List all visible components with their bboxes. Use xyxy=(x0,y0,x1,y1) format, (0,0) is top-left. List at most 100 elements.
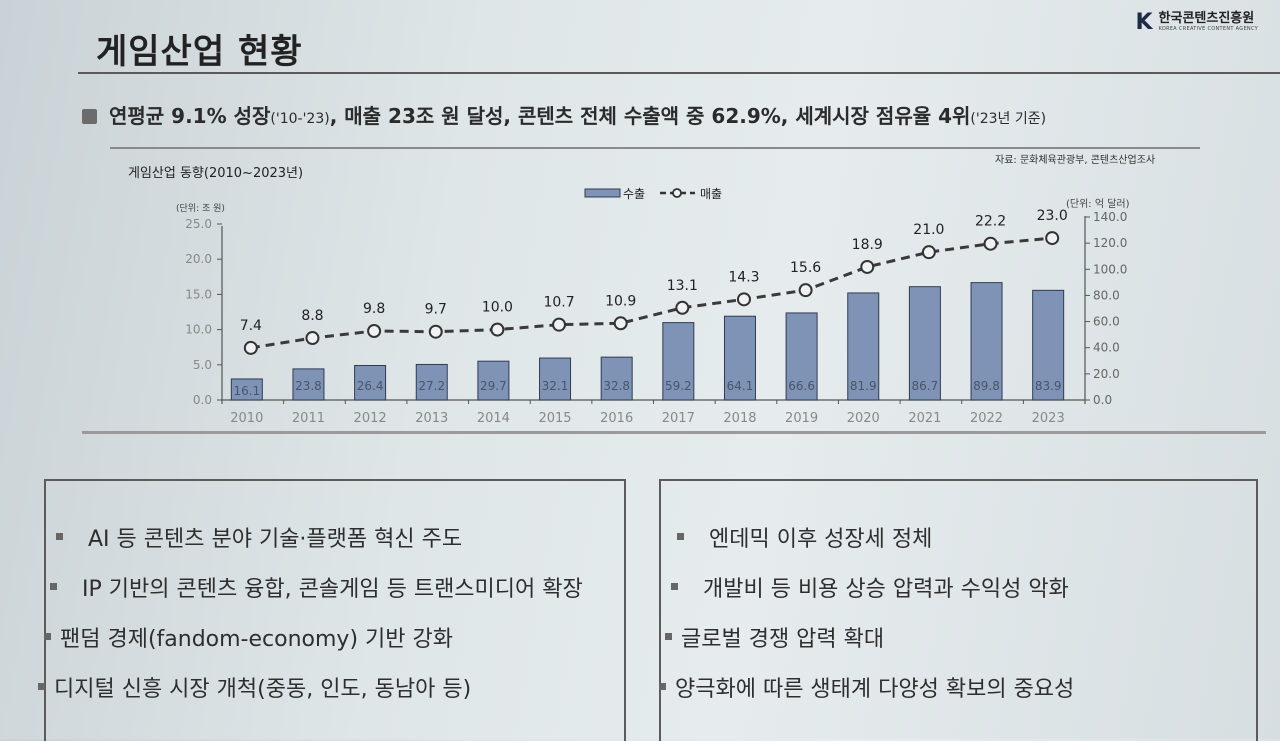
legend-export-label: 수출 xyxy=(623,187,645,201)
bullet-icon xyxy=(671,583,678,590)
opportunity-item: IP 기반의 콘텐츠 융합, 콘솔게임 등 트랜스미디어 확장 xyxy=(46,571,624,621)
opportunity-item: 디지털 신흥 시장 개척(중동, 인도, 동남아 등) xyxy=(38,671,624,721)
right-tick-label: 100.0 xyxy=(1093,262,1127,276)
opportunity-item-text: 디지털 신흥 시장 개척(중동, 인도, 동남아 등) xyxy=(54,677,472,702)
export-bar-label: 59.2 xyxy=(665,379,692,393)
challenge-item-text: 글로벌 경쟁 압력 확대 xyxy=(681,627,885,652)
bullet-icon xyxy=(677,533,684,540)
x-tick-label: 2023 xyxy=(1032,411,1065,426)
export-bar xyxy=(723,315,756,401)
logo-text: 한국콘텐츠진흥원 KOREA CREATIVE CONTENT AGENCY xyxy=(1159,12,1258,33)
revenue-point xyxy=(983,236,998,251)
x-tick-label: 2022 xyxy=(970,411,1003,426)
game-industry-chart: 수출 매출 0.0 5.0 10.0 15.0 20.0 25.0 0.0 20.0 40.0 60… xyxy=(176,187,1130,426)
revenue-line-path xyxy=(250,236,1053,350)
challenge-item-text: 양극화에 따른 생태계 다양성 확보의 중요성 xyxy=(675,677,1075,702)
bullet-icon xyxy=(38,683,45,690)
right-tick-label: 40.0 xyxy=(1093,341,1120,355)
revenue-line: 7.4 8.8 9.8 9.7 10.0 10.7 10.9 13.1 14.3 15.6 18.9… xyxy=(240,208,1068,355)
export-bar-label: 66.6 xyxy=(788,379,815,393)
bullet-icon xyxy=(665,633,672,640)
x-tick-label: 2014 xyxy=(477,411,510,426)
export-bar xyxy=(292,368,325,401)
right-tick-label: 80.0 xyxy=(1093,288,1120,302)
revenue-point-label: 9.8 xyxy=(363,301,385,317)
export-bar xyxy=(354,364,387,401)
legend-export-swatch xyxy=(584,188,621,198)
headline-period: ('10-'23) xyxy=(270,111,330,127)
revenue-point-label: 18.9 xyxy=(852,237,883,253)
x-tick-label: 2012 xyxy=(354,411,387,426)
export-bar-label: 81.9 xyxy=(850,379,877,393)
challenge-item-text: 엔데믹 이후 성장세 정체 xyxy=(709,527,933,552)
export-bar xyxy=(908,286,941,401)
revenue-point xyxy=(860,259,875,274)
source-note: 자료: 문화체육관광부, 콘텐츠산업조사 xyxy=(995,155,1156,166)
left-axis-unit: (단위: 조 원) xyxy=(176,203,225,214)
revenue-point xyxy=(736,292,751,307)
bullet-icon xyxy=(56,533,63,540)
revenue-point xyxy=(1045,231,1060,246)
headline-basis: ('23년 기준) xyxy=(970,111,1047,127)
revenue-point xyxy=(613,316,628,331)
slide-title: 게임산업 현황 xyxy=(96,32,303,72)
x-tick-label: 2016 xyxy=(600,411,633,426)
revenue-point xyxy=(675,300,690,315)
revenue-point-label: 15.6 xyxy=(790,260,821,276)
right-tick-label: 140.0 xyxy=(1093,210,1127,224)
logo-name: 한국콘텐츠진흥원 xyxy=(1158,11,1255,26)
left-tick-label: 25.0 xyxy=(185,217,212,231)
revenue-point-label: 10.7 xyxy=(543,295,574,311)
revenue-point-label: 13.1 xyxy=(667,278,698,294)
x-tick-label: 2019 xyxy=(785,411,818,426)
legend-revenue-marker xyxy=(672,188,682,198)
square-bullet-icon xyxy=(82,109,97,124)
export-bar xyxy=(847,292,880,401)
revenue-point xyxy=(367,324,382,339)
export-bar-label: 23.8 xyxy=(295,379,322,393)
left-tick-label: 5.0 xyxy=(193,358,212,372)
title-divider xyxy=(78,72,1280,74)
export-bar xyxy=(230,378,263,401)
opportunity-item-text: IP 기반의 콘텐츠 융합, 콘솔게임 등 트랜스미디어 확장 xyxy=(82,577,583,602)
chart-bottom-divider xyxy=(82,431,1266,434)
bullet-icon xyxy=(44,633,51,640)
export-bar xyxy=(600,356,633,401)
opportunities-list: AI 등 콘텐츠 분야 기술·플랫폼 혁신 주도 IP 기반의 콘텐츠 융합, 콘… xyxy=(38,521,624,721)
export-bars: 16.1 23.8 26.4 27.2 29.7 32.1 32.8 59.2 64.1 66.6… xyxy=(230,282,1065,401)
right-tick-label: 60.0 xyxy=(1093,315,1120,329)
export-bar xyxy=(415,363,448,401)
right-axis-unit: (단위: 억 달러) xyxy=(1066,197,1130,210)
left-tick-label: 15.0 xyxy=(185,287,212,301)
export-bar xyxy=(970,282,1003,401)
revenue-point-label: 9.7 xyxy=(425,302,447,318)
export-bar-label: 27.2 xyxy=(418,379,445,393)
kocca-logo: K 한국콘텐츠진흥원 KOREA CREATIVE CONTENT AGENCY xyxy=(1135,12,1258,34)
right-tick-label: 0.0 xyxy=(1093,393,1112,407)
challenge-item-text: 개발비 등 비용 상승 압력과 수익성 악화 xyxy=(703,577,1069,602)
export-bar xyxy=(477,360,510,401)
left-tick-label: 0.0 xyxy=(193,393,212,407)
x-tick-label: 2015 xyxy=(538,411,571,426)
challenge-item: 글로벌 경쟁 압력 확대 xyxy=(661,621,1256,671)
legend-revenue-label: 매출 xyxy=(700,187,722,201)
export-bar xyxy=(785,312,818,401)
revenue-point xyxy=(428,324,443,339)
export-bar-label: 32.1 xyxy=(542,379,569,393)
revenue-point xyxy=(921,245,936,260)
export-bar-label: 16.1 xyxy=(233,384,260,398)
x-tick-label: 2010 xyxy=(230,411,263,426)
revenue-point xyxy=(243,340,258,355)
left-tick-label: 10.0 xyxy=(185,323,212,337)
export-bar xyxy=(1032,289,1065,401)
export-bar-label: 83.9 xyxy=(1035,379,1062,393)
x-tick-label: 2013 xyxy=(415,411,448,426)
revenue-point-label: 21.0 xyxy=(913,222,944,238)
challenge-item: 양극화에 따른 생태계 다양성 확보의 중요성 xyxy=(659,671,1256,721)
chart-title: 게임산업 동향(2010~2023년) xyxy=(128,166,304,181)
right-tick-label: 120.0 xyxy=(1093,236,1127,250)
chart-top-divider xyxy=(110,147,1200,149)
revenue-point-label: 23.0 xyxy=(1037,208,1068,224)
x-tick-label: 2021 xyxy=(908,411,941,426)
